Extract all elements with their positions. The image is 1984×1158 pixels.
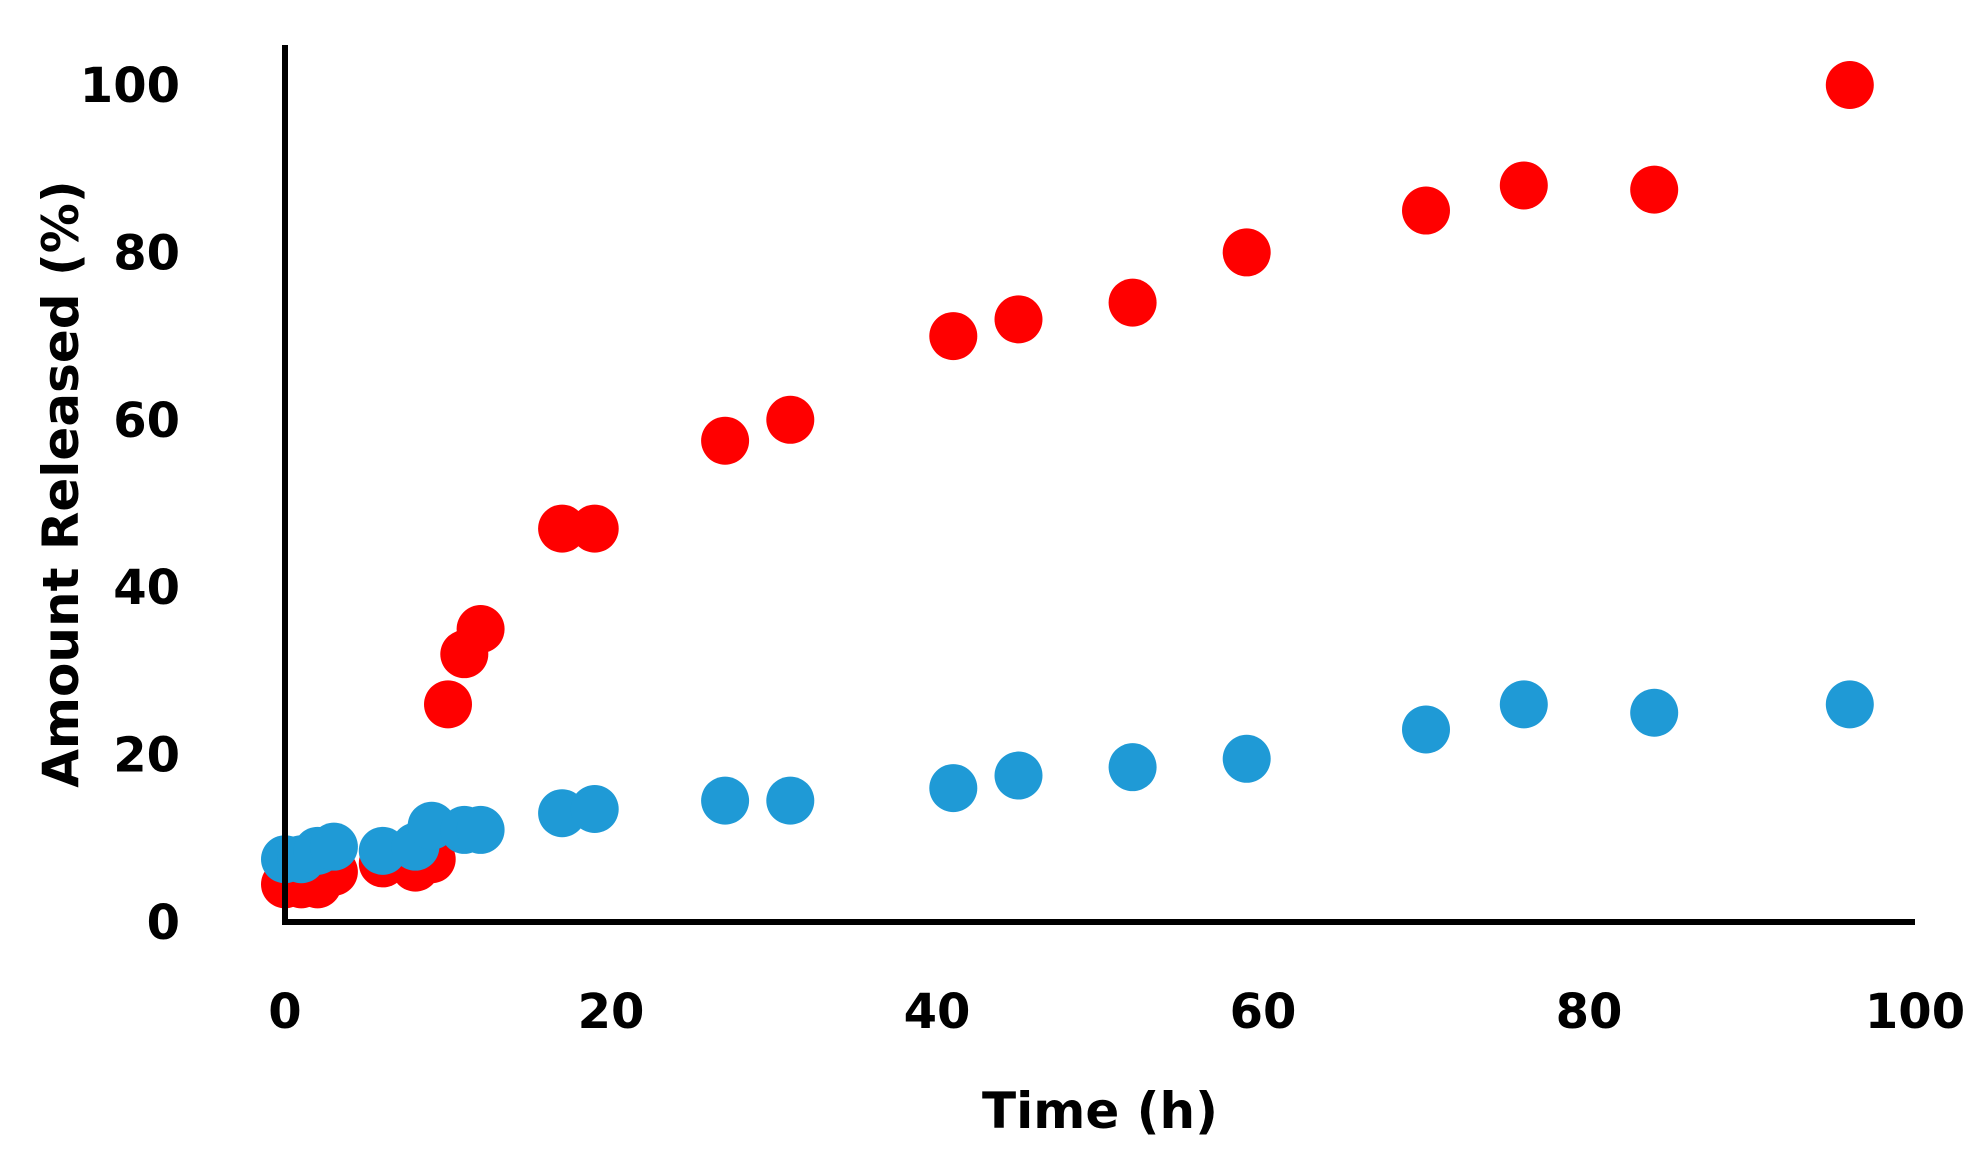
- data-point: [1402, 186, 1450, 235]
- x-tick-label: 20: [578, 984, 645, 1040]
- data-point: [1222, 228, 1271, 277]
- data-point: [1108, 278, 1157, 327]
- data-point: [766, 776, 815, 825]
- data-point: [994, 295, 1043, 344]
- series-2: [261, 680, 1874, 884]
- x-tick-label: 80: [1556, 984, 1623, 1040]
- y-tick-label: 100: [80, 58, 180, 114]
- data-point: [1108, 743, 1157, 792]
- data-point: [701, 416, 750, 465]
- data-point: [766, 395, 815, 444]
- data-point: [1499, 680, 1548, 729]
- x-tick-label: 100: [1865, 984, 1965, 1040]
- data-point: [1499, 161, 1548, 210]
- data-point: [1630, 688, 1679, 737]
- series-1: [261, 61, 1874, 909]
- data-point: [929, 764, 978, 813]
- data-point: [701, 776, 750, 825]
- data-point: [1630, 165, 1679, 214]
- data-point: [1825, 680, 1874, 729]
- y-tick-label: 0: [147, 895, 180, 951]
- y-axis-title: Amount Released (%): [32, 180, 90, 788]
- data-point: [1222, 734, 1271, 783]
- data-point: [309, 822, 358, 871]
- data-point: [456, 805, 505, 854]
- x-tick-label: 0: [268, 984, 301, 1040]
- y-tick-label: 80: [113, 225, 180, 281]
- data-point: [1402, 705, 1450, 754]
- tick-labels-layer: 0 20 40 60 80 100 0 20 40 60 80 100: [80, 58, 1965, 1040]
- data-point: [929, 312, 978, 361]
- data-points-layer: [261, 61, 1874, 909]
- x-axis-title: Time (h): [982, 1082, 1218, 1140]
- x-tick-label: 60: [1230, 984, 1297, 1040]
- y-tick-label: 20: [113, 728, 180, 784]
- data-point: [994, 751, 1043, 800]
- x-tick-label: 40: [904, 984, 971, 1040]
- data-point: [456, 605, 505, 654]
- data-point: [570, 785, 619, 834]
- data-point: [424, 680, 472, 729]
- data-point: [570, 504, 619, 553]
- y-tick-label: 60: [113, 393, 180, 449]
- data-point: [1825, 61, 1874, 109]
- y-tick-label: 40: [113, 560, 180, 616]
- axes-layer: [282, 45, 1915, 925]
